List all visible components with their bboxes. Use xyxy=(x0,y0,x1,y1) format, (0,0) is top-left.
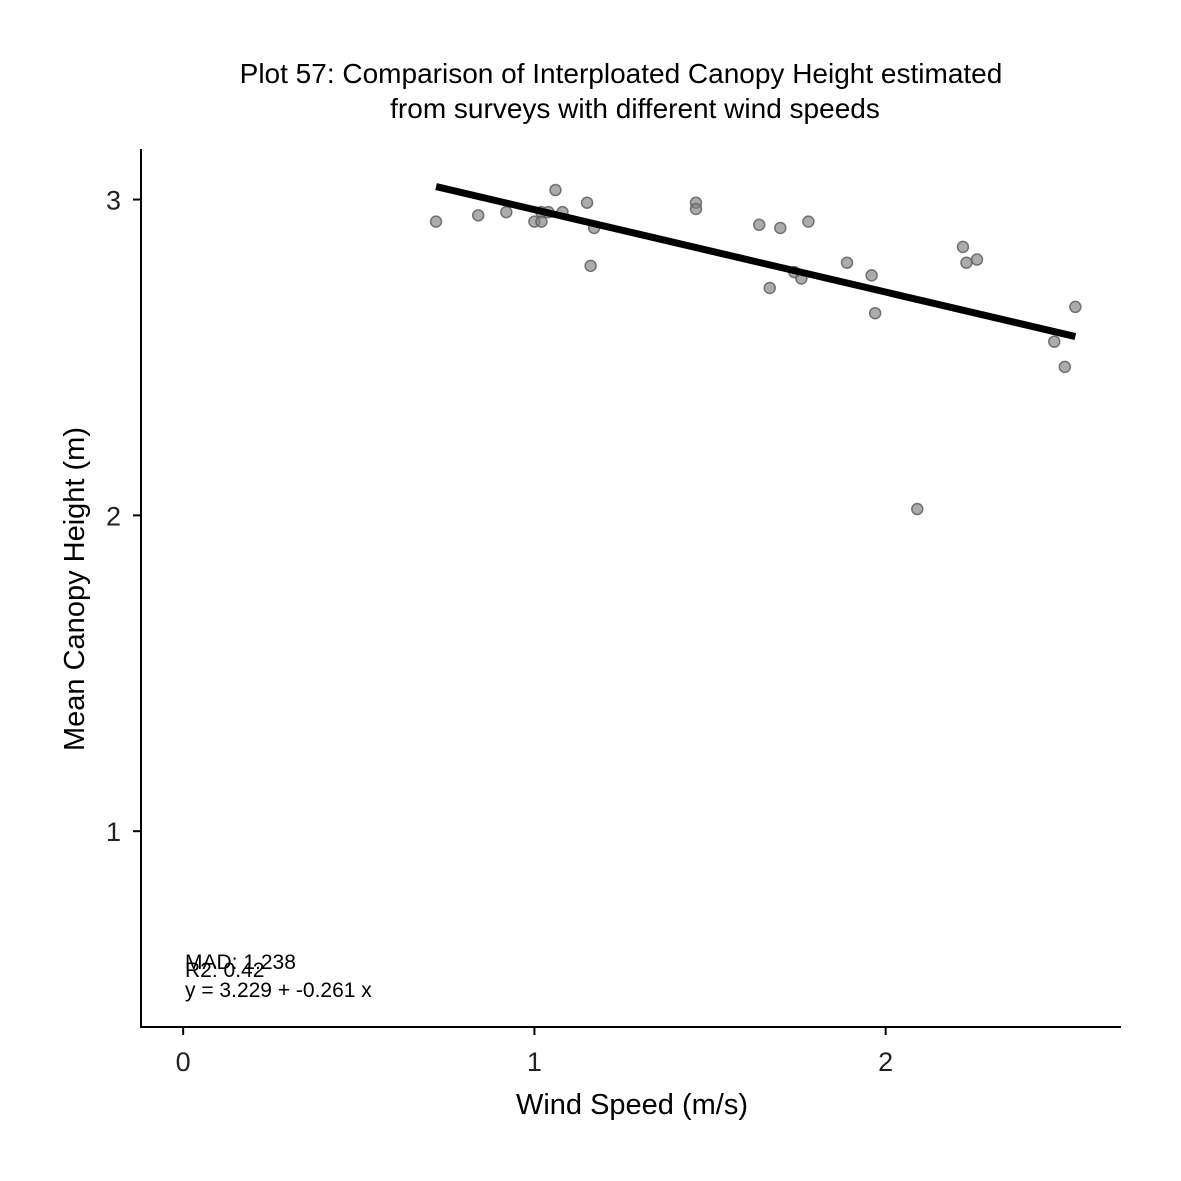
scatter-point xyxy=(500,205,513,219)
scatter-point xyxy=(549,183,562,197)
annotation-r2: R2: 0.42 xyxy=(185,959,264,982)
scatter-point xyxy=(689,202,703,216)
scatter-point xyxy=(960,256,973,269)
scatter-point xyxy=(1058,360,1072,374)
regression-line-group xyxy=(435,183,1077,340)
chart-title: Plot 57: Comparison of Interploated Cano… xyxy=(240,58,1003,124)
scatter-point xyxy=(429,215,443,228)
scatter-point xyxy=(840,256,854,269)
annotation-equation: y = 3.229 + -0.261 x xyxy=(185,979,372,1002)
scatter-point xyxy=(1069,300,1082,314)
scatter-point xyxy=(752,218,766,232)
scatter-point xyxy=(1048,335,1061,348)
x-tick-label: 2 xyxy=(878,1047,893,1077)
scatter-point xyxy=(868,306,882,320)
x-axis-ticks: 0 1 2 xyxy=(176,1027,893,1077)
y-axis-ticks: 1 2 3 xyxy=(106,186,141,847)
scatter-point xyxy=(774,221,787,235)
scatter-point xyxy=(584,259,597,273)
scatter-points xyxy=(429,183,1082,516)
scatter-point xyxy=(763,281,776,295)
x-axis-label: Wind Speed (m/s) xyxy=(516,1089,748,1121)
scatter-point xyxy=(471,209,485,222)
y-axis-label: Mean Canopy Height (m) xyxy=(59,427,91,751)
scatter-point xyxy=(970,253,984,266)
regression-line xyxy=(435,183,1077,340)
x-tick-label: 1 xyxy=(527,1047,542,1077)
y-tick-label: 2 xyxy=(106,501,121,531)
scatter-point xyxy=(911,502,924,516)
scatter-point xyxy=(535,215,548,228)
stats-annotations: MAD: 1.238 R2: 0.42 y = 3.229 + -0.261 x xyxy=(185,951,372,1002)
scatter-point xyxy=(802,215,815,228)
scatter-point xyxy=(956,240,970,254)
chart-title-line-2: from surveys with different wind speeds xyxy=(390,93,880,124)
scatter-point xyxy=(580,196,594,209)
chart-title-line-1: Plot 57: Comparison of Interploated Cano… xyxy=(240,58,1003,89)
y-tick-label: 1 xyxy=(106,817,121,847)
annotation-mad: MAD: 1.238 xyxy=(185,951,296,974)
x-tick-label: 0 xyxy=(176,1047,191,1077)
y-tick-label: 3 xyxy=(106,186,121,216)
scatter-point xyxy=(865,269,878,282)
